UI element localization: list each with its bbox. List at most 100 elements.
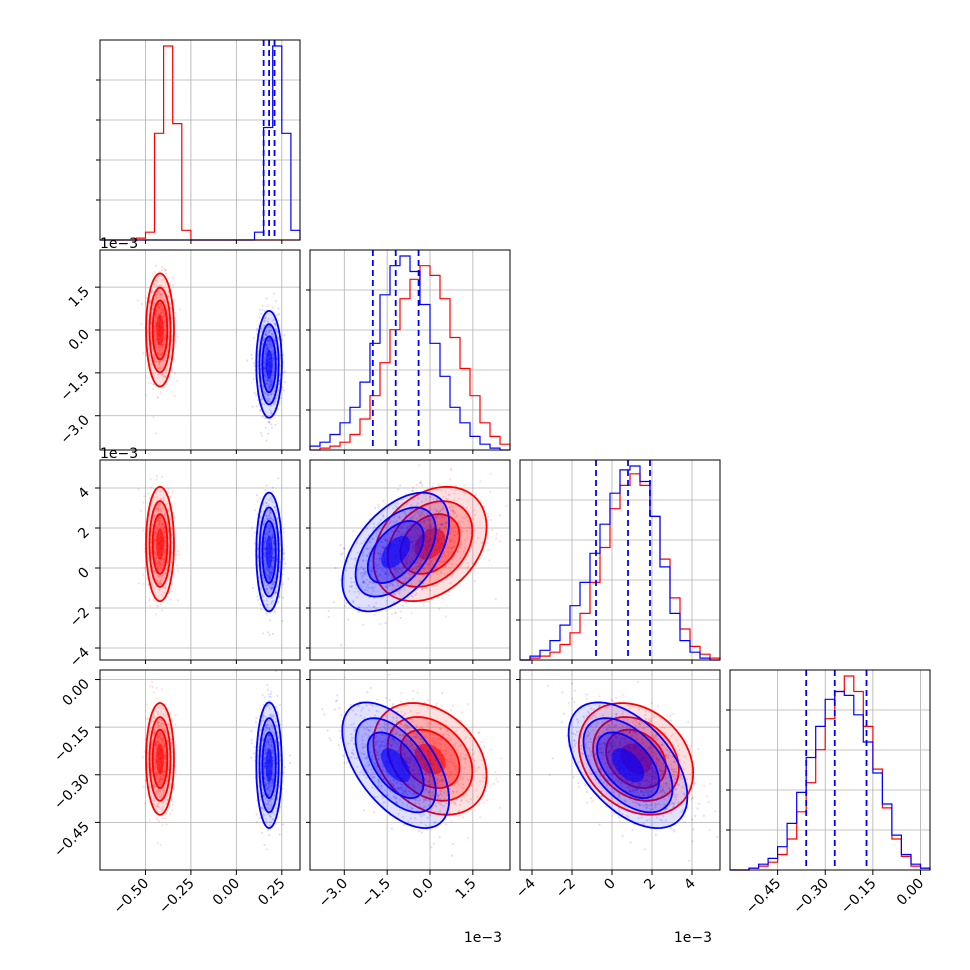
scatter-point bbox=[265, 343, 268, 347]
scatter-point bbox=[156, 304, 160, 307]
scatter-point bbox=[421, 484, 424, 487]
scatter-point bbox=[377, 564, 380, 568]
scatter-point bbox=[466, 536, 469, 539]
scatter-point bbox=[151, 564, 154, 567]
scatter-point bbox=[396, 582, 399, 585]
scatter-point bbox=[447, 493, 450, 496]
scatter-point bbox=[271, 533, 274, 536]
scatter-point bbox=[276, 329, 279, 332]
scatter-point bbox=[258, 523, 261, 526]
scatter-point bbox=[155, 604, 158, 607]
scatter-point bbox=[416, 502, 420, 505]
scatter-point bbox=[347, 618, 350, 621]
scatter-point bbox=[417, 542, 420, 545]
scatter-point bbox=[147, 717, 150, 721]
scatter-point bbox=[155, 510, 158, 514]
scatter-point bbox=[362, 567, 365, 571]
scatter-point bbox=[396, 502, 399, 505]
scatter-point bbox=[391, 589, 394, 592]
scatter-point bbox=[157, 517, 160, 520]
scatter-point bbox=[164, 324, 167, 327]
scatter-point bbox=[273, 548, 276, 551]
scatter-point bbox=[160, 562, 163, 565]
scatter-point bbox=[158, 293, 161, 296]
scatter-point bbox=[398, 580, 401, 583]
scatter-point bbox=[262, 384, 265, 388]
scatter-point bbox=[163, 337, 166, 340]
scatter-point bbox=[441, 523, 444, 527]
scatter-point bbox=[152, 308, 155, 311]
scatter-point bbox=[272, 518, 275, 522]
scatter-point bbox=[159, 516, 162, 519]
scatter-point bbox=[451, 509, 454, 512]
scatter-point bbox=[154, 320, 157, 323]
scatter-point bbox=[142, 582, 145, 585]
scatter-point bbox=[419, 480, 423, 483]
scatter-point bbox=[153, 357, 156, 360]
scatter-point bbox=[386, 585, 389, 589]
scatter-point bbox=[156, 719, 160, 723]
scatter-point bbox=[390, 567, 393, 570]
scatter-point bbox=[270, 379, 273, 382]
scatter-point bbox=[407, 534, 410, 537]
scatter-point bbox=[263, 358, 266, 361]
scatter-point bbox=[364, 570, 367, 573]
scatter-point bbox=[376, 523, 379, 526]
scatter-point bbox=[440, 570, 443, 574]
scatter-point bbox=[157, 367, 160, 370]
scatter-point bbox=[366, 589, 369, 592]
scatter-point bbox=[268, 573, 272, 576]
scatter-point bbox=[370, 586, 373, 589]
scatter-point bbox=[269, 340, 272, 343]
scatter-point bbox=[421, 510, 424, 513]
scatter-point bbox=[159, 564, 162, 567]
scatter-point bbox=[154, 530, 157, 533]
scatter-point bbox=[161, 558, 165, 561]
scatter-point bbox=[369, 541, 372, 544]
scatter-point bbox=[412, 515, 415, 518]
scatter-point bbox=[157, 306, 160, 309]
scatter-point bbox=[155, 309, 158, 312]
scatter-point bbox=[155, 580, 158, 583]
scatter-point bbox=[413, 543, 416, 546]
scatter-point bbox=[405, 513, 408, 516]
scatter-point bbox=[368, 581, 371, 584]
scatter-point bbox=[430, 573, 433, 576]
scatter-point bbox=[167, 488, 170, 491]
scatter-point bbox=[148, 496, 151, 499]
scatter-point bbox=[269, 344, 272, 347]
scatter-point bbox=[449, 469, 452, 472]
scatter-point bbox=[379, 554, 382, 557]
scatter-point bbox=[264, 568, 267, 571]
scatter-point bbox=[375, 535, 378, 538]
scatter-point bbox=[425, 536, 428, 539]
scatter-point bbox=[272, 586, 275, 589]
scatter-point bbox=[270, 404, 273, 408]
scatter-point bbox=[486, 541, 489, 544]
scatter-point bbox=[263, 543, 266, 546]
scatter-point bbox=[258, 308, 261, 311]
scatter-point bbox=[425, 535, 428, 538]
scatter-point bbox=[262, 323, 265, 327]
scatter-point bbox=[267, 380, 270, 383]
scatter-point bbox=[270, 518, 273, 521]
scatter-point bbox=[412, 532, 415, 535]
scatter-point bbox=[417, 542, 420, 546]
scatter-point bbox=[163, 529, 167, 533]
scatter-point bbox=[161, 817, 164, 820]
scatter-point bbox=[274, 526, 277, 530]
scatter-point bbox=[366, 583, 370, 586]
scatter-point bbox=[158, 575, 161, 578]
scatter-point bbox=[418, 481, 421, 485]
scatter-point bbox=[423, 521, 426, 524]
scatter-point bbox=[377, 551, 380, 554]
scatter-point bbox=[411, 523, 414, 526]
scatter-point bbox=[162, 376, 165, 379]
scatter-point bbox=[159, 490, 162, 493]
scatter-point bbox=[267, 420, 270, 424]
scatter-point bbox=[264, 541, 267, 545]
scatter-point bbox=[270, 426, 274, 429]
scatter-point bbox=[272, 363, 275, 366]
scatter-point bbox=[396, 584, 399, 587]
scatter-point bbox=[411, 550, 414, 553]
